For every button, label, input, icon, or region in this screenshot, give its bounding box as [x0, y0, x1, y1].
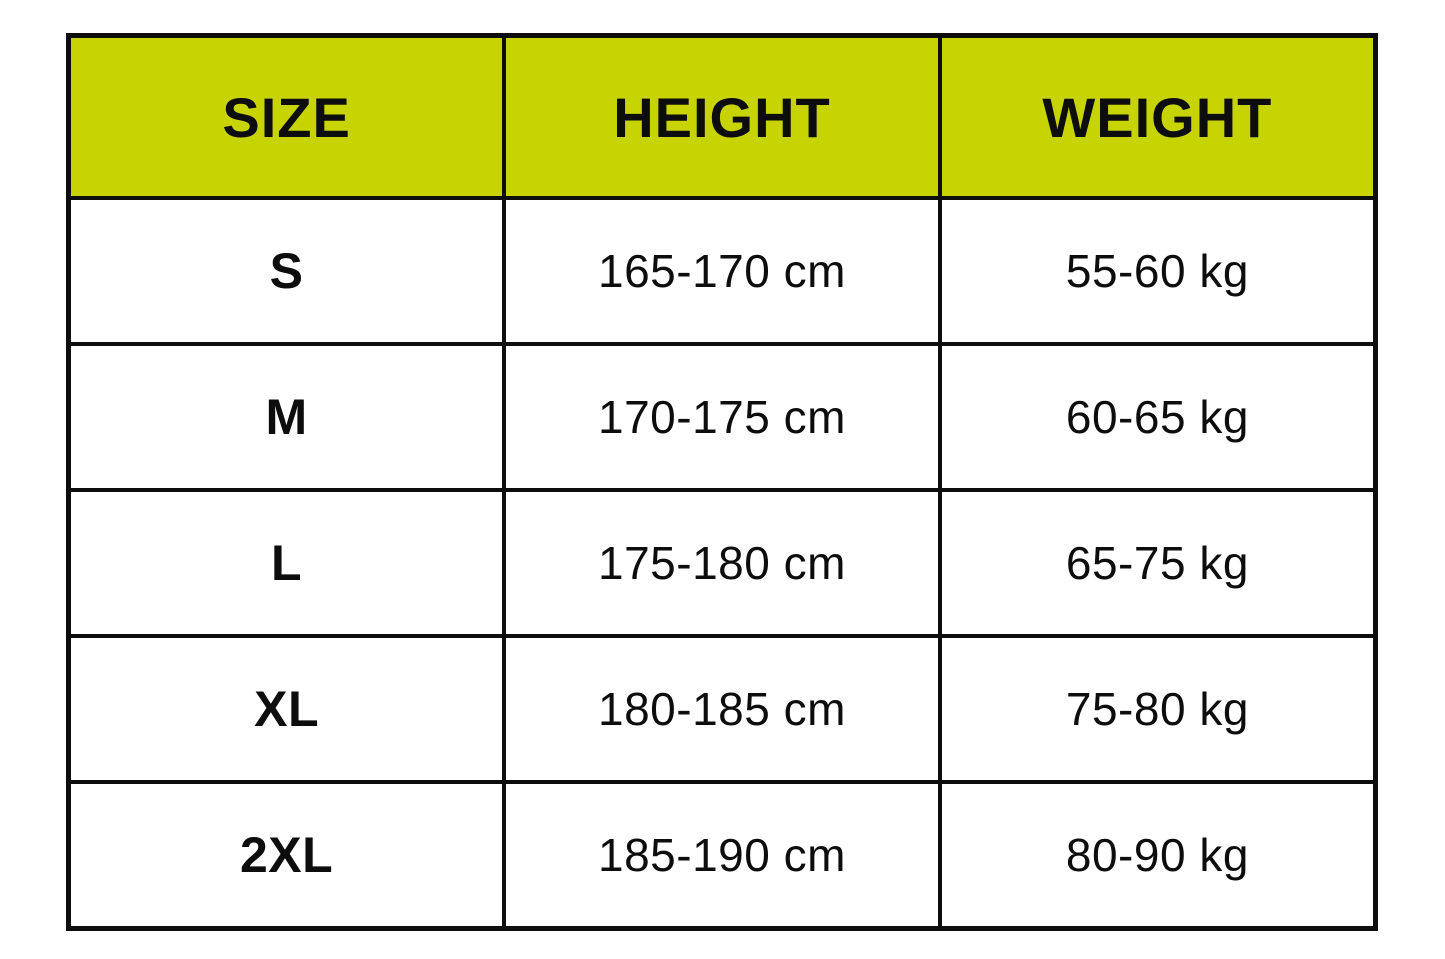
column-header-height: HEIGHT — [502, 33, 942, 200]
height-value: 165-170 cm — [502, 196, 942, 346]
size-chart-body: S 165-170 cm 55-60 kg M 170-175 cm 60-65… — [66, 196, 1378, 930]
weight-value: 55-60 kg — [937, 196, 1378, 346]
height-value: 185-190 cm — [502, 780, 942, 930]
height-value: 180-185 cm — [502, 634, 942, 784]
header-row: SIZE HEIGHT WEIGHT — [66, 33, 1378, 200]
size-value: S — [66, 196, 507, 346]
weight-value: 80-90 kg — [937, 780, 1378, 930]
size-value: M — [66, 342, 507, 492]
table-row: XL 180-185 cm 75-80 kg — [66, 634, 1378, 784]
weight-value: 65-75 kg — [937, 488, 1378, 638]
weight-value: 75-80 kg — [937, 634, 1378, 784]
table-row: 2XL 185-190 cm 80-90 kg — [66, 780, 1378, 930]
column-header-size: SIZE — [66, 33, 507, 200]
table-row: M 170-175 cm 60-65 kg — [66, 342, 1378, 492]
weight-value: 60-65 kg — [937, 342, 1378, 492]
table-row: L 175-180 cm 65-75 kg — [66, 488, 1378, 638]
size-value: XL — [66, 634, 507, 784]
size-chart: SIZE HEIGHT WEIGHT S 165-170 cm 55-60 kg… — [66, 33, 1378, 931]
table-row: S 165-170 cm 55-60 kg — [66, 196, 1378, 346]
height-value: 170-175 cm — [502, 342, 942, 492]
size-chart-header: SIZE HEIGHT WEIGHT — [66, 33, 1378, 200]
height-value: 175-180 cm — [502, 488, 942, 638]
size-value: 2XL — [66, 780, 507, 930]
size-chart-table: SIZE HEIGHT WEIGHT S 165-170 cm 55-60 kg… — [66, 33, 1378, 931]
column-header-weight: WEIGHT — [937, 33, 1378, 200]
size-value: L — [66, 488, 507, 638]
